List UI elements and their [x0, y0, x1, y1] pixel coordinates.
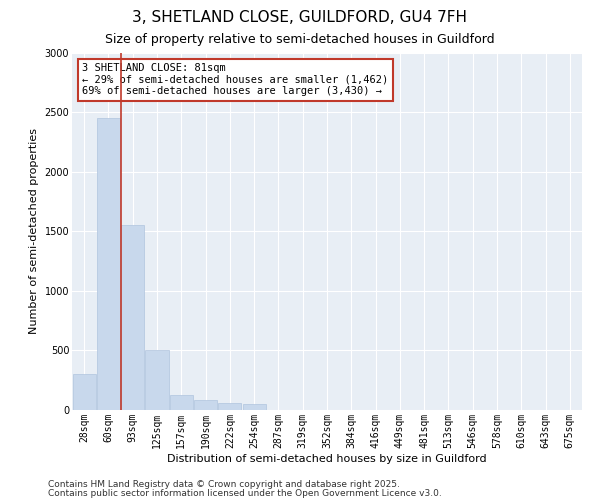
Bar: [97, 118, 120, 410]
Text: Size of property relative to semi-detached houses in Guildford: Size of property relative to semi-detach…: [105, 32, 495, 46]
Bar: [73, 374, 95, 410]
Text: Contains HM Land Registry data © Crown copyright and database right 2025.: Contains HM Land Registry data © Crown c…: [48, 480, 400, 489]
Bar: [242, 404, 266, 410]
Bar: [218, 403, 241, 410]
Text: 3, SHETLAND CLOSE, GUILDFORD, GU4 7FH: 3, SHETLAND CLOSE, GUILDFORD, GU4 7FH: [133, 10, 467, 25]
X-axis label: Distribution of semi-detached houses by size in Guildford: Distribution of semi-detached houses by …: [167, 454, 487, 464]
Bar: [170, 394, 193, 410]
Y-axis label: Number of semi-detached properties: Number of semi-detached properties: [29, 128, 39, 334]
Bar: [194, 400, 217, 410]
Text: 3 SHETLAND CLOSE: 81sqm
← 29% of semi-detached houses are smaller (1,462)
69% of: 3 SHETLAND CLOSE: 81sqm ← 29% of semi-de…: [82, 63, 388, 96]
Text: Contains public sector information licensed under the Open Government Licence v3: Contains public sector information licen…: [48, 488, 442, 498]
Bar: [121, 226, 144, 410]
Bar: [145, 350, 169, 410]
